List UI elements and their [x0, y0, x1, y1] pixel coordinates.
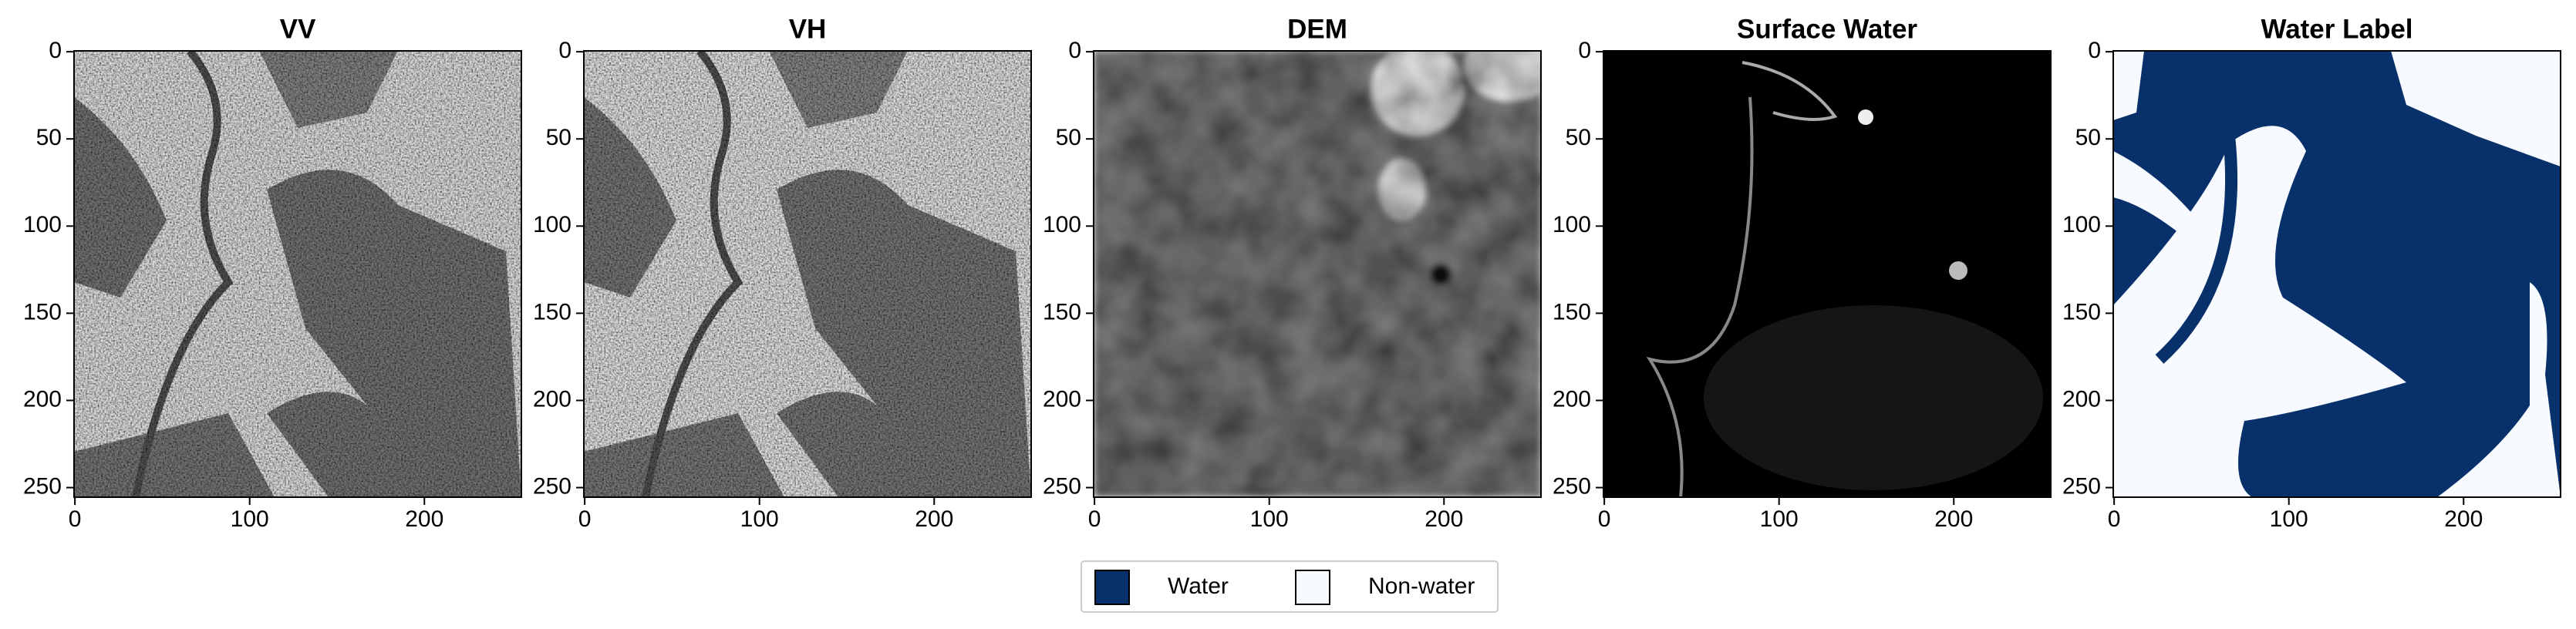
y-tick-label: 100: [23, 212, 62, 237]
y-tick-label: 250: [1043, 473, 1081, 499]
x-tick-label: 0: [578, 506, 592, 532]
y-tick-label: 150: [23, 299, 62, 325]
y-tick-label: 200: [1553, 386, 1591, 412]
y-tick-label: 0: [1578, 38, 1591, 63]
vv-image: [74, 51, 521, 497]
x-tick-label: 100: [2270, 506, 2308, 532]
y-tick-label: 250: [533, 473, 572, 499]
panel-title: DEM: [1287, 14, 1347, 44]
y-tick-label: 50: [1566, 125, 1591, 150]
x-tick-label: 100: [1760, 506, 1799, 532]
y-tick-label: 0: [558, 38, 572, 63]
panel-title: Water Label: [2261, 14, 2412, 44]
x-tick-label: 200: [405, 506, 443, 532]
y-tick-label: 250: [23, 473, 62, 499]
y-tick-label: 0: [2088, 38, 2101, 63]
x-tick-label: 200: [1425, 506, 1463, 532]
x-tick-label: 200: [915, 506, 953, 532]
y-tick-label: 100: [1043, 212, 1081, 237]
panel-title: VV: [280, 14, 316, 44]
y-tick-label: 150: [2062, 299, 2101, 325]
x-tick-label: 0: [1088, 506, 1101, 532]
y-tick-label: 200: [2062, 386, 2101, 412]
y-tick-label: 100: [533, 212, 572, 237]
x-tick-label: 0: [2108, 506, 2121, 532]
legend-box: [1081, 560, 1499, 613]
legend-swatch: [1295, 570, 1330, 605]
panel-title: VH: [789, 14, 827, 44]
y-tick-label: 0: [1068, 38, 1081, 63]
y-tick-label: 200: [23, 386, 62, 412]
y-tick-label: 100: [1553, 212, 1591, 237]
y-tick-label: 100: [2062, 212, 2101, 237]
x-tick-label: 100: [740, 506, 779, 532]
y-tick-label: 50: [2075, 125, 2101, 150]
dem-image: [1094, 51, 1541, 497]
y-tick-label: 0: [49, 38, 62, 63]
vh-image: [584, 51, 1031, 497]
y-tick-label: 150: [533, 299, 572, 325]
y-tick-label: 150: [1553, 299, 1591, 325]
y-tick-label: 50: [546, 125, 572, 150]
legend-swatch: [1094, 570, 1130, 605]
x-tick-label: 200: [1934, 506, 1973, 532]
y-tick-label: 250: [2062, 473, 2101, 499]
legend-label: Non-water: [1368, 574, 1475, 599]
y-tick-label: 50: [1056, 125, 1081, 150]
x-tick-label: 0: [69, 506, 82, 532]
panel-frame: [1603, 50, 2052, 498]
legend-label: Water: [1168, 574, 1229, 599]
panel-title: Surface Water: [1737, 14, 1917, 44]
x-tick-label: 100: [1250, 506, 1289, 532]
surface-water-image: [1603, 51, 2051, 497]
y-tick-label: 50: [36, 125, 62, 150]
y-tick-label: 250: [1553, 473, 1591, 499]
panel-frame: [1093, 50, 1542, 498]
x-tick-label: 200: [2444, 506, 2483, 532]
panel-frame: [583, 50, 1032, 498]
y-tick-label: 150: [1043, 299, 1081, 325]
water-label-image: [2113, 51, 2561, 497]
panel-frame: [73, 50, 522, 498]
x-tick-label: 0: [1598, 506, 1611, 532]
y-tick-label: 200: [1043, 386, 1081, 412]
y-tick-label: 200: [533, 386, 572, 412]
x-tick-label: 100: [231, 506, 269, 532]
panel-frame: [2112, 50, 2561, 498]
